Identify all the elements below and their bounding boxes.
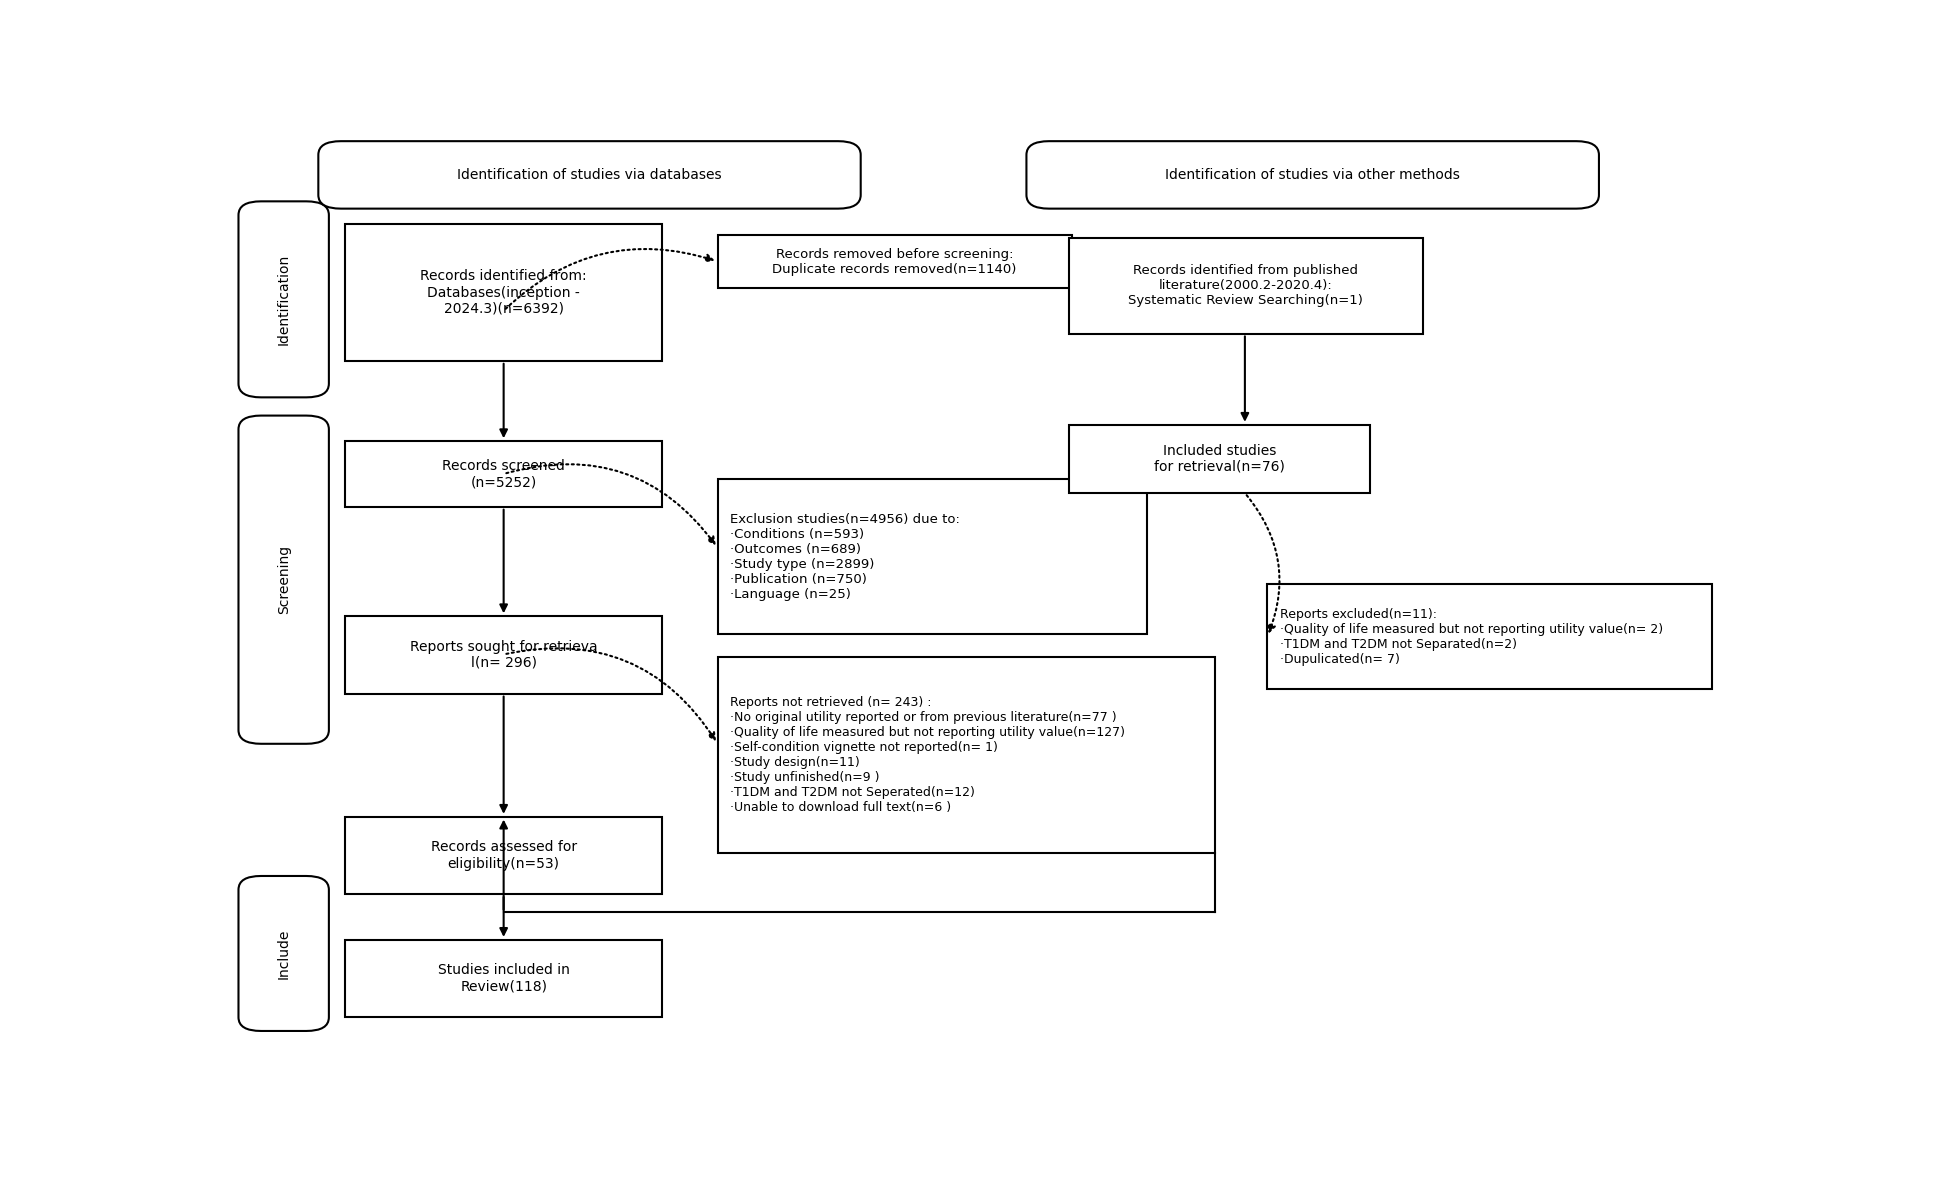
FancyBboxPatch shape [1069, 425, 1371, 493]
Text: Identification of studies via other methods: Identification of studies via other meth… [1164, 168, 1460, 182]
Text: Records identified from published
literature(2000.2-2020.4):
Systematic Review S: Records identified from published litera… [1128, 264, 1363, 307]
Text: Identification of studies via databases: Identification of studies via databases [457, 168, 721, 182]
FancyBboxPatch shape [717, 480, 1147, 635]
FancyBboxPatch shape [717, 657, 1215, 854]
FancyBboxPatch shape [1267, 584, 1713, 689]
Text: Studies included in
Review(118): Studies included in Review(118) [437, 964, 570, 993]
Text: Include: Include [276, 928, 292, 979]
FancyBboxPatch shape [319, 141, 861, 208]
Text: Reports excluded(n=11):
·Quality of life measured but not reporting utility valu: Reports excluded(n=11): ·Quality of life… [1279, 607, 1662, 665]
FancyBboxPatch shape [239, 876, 329, 1031]
FancyBboxPatch shape [346, 616, 661, 694]
Text: Records identified from:
Databases(inception -
2024.3)(n=6392): Records identified from: Databases(incep… [420, 269, 587, 316]
Text: Records assessed for
eligibility(n=53): Records assessed for eligibility(n=53) [430, 841, 577, 870]
Text: Included studies
for retrieval(n=76): Included studies for retrieval(n=76) [1155, 444, 1285, 474]
FancyBboxPatch shape [346, 817, 661, 894]
FancyBboxPatch shape [239, 201, 329, 398]
Text: Screening: Screening [276, 545, 292, 614]
FancyBboxPatch shape [239, 416, 329, 744]
Text: Exclusion studies(n=4956) due to:
·Conditions (n=593)
·Outcomes (n=689)
·Study t: Exclusion studies(n=4956) due to: ·Condi… [729, 513, 960, 601]
FancyBboxPatch shape [346, 940, 661, 1017]
Text: Identification: Identification [276, 253, 292, 345]
FancyBboxPatch shape [346, 224, 661, 361]
Text: Records removed before screening:
Duplicate records removed(n=1140): Records removed before screening: Duplic… [772, 247, 1017, 276]
FancyBboxPatch shape [1026, 141, 1598, 208]
FancyBboxPatch shape [717, 236, 1071, 288]
Text: Reports not retrieved (n= 243) :
·No original utility reported or from previous : Reports not retrieved (n= 243) : ·No ori… [729, 696, 1126, 815]
FancyBboxPatch shape [346, 442, 661, 507]
Text: Reports sought for retrieva
l(n= 296): Reports sought for retrieva l(n= 296) [410, 639, 597, 670]
FancyBboxPatch shape [1069, 238, 1423, 334]
Text: Records screened
(n=5252): Records screened (n=5252) [441, 459, 566, 489]
